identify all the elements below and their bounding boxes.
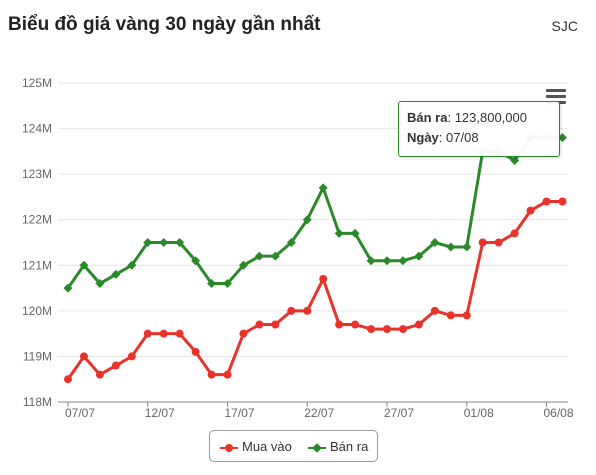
buy-data-point xyxy=(398,325,407,334)
sell-data-point xyxy=(79,260,89,270)
buy-data-point xyxy=(542,197,551,206)
sell-data-point xyxy=(430,238,440,247)
sell-data-point xyxy=(510,155,520,165)
x-tick-label: 17/07 xyxy=(224,406,254,420)
legend-item-buy[interactable]: Mua vào xyxy=(220,439,292,454)
tooltip-date-label: Ngày xyxy=(407,130,439,145)
y-tick-label: 119M xyxy=(23,349,52,363)
buy-data-point xyxy=(207,370,216,379)
buy-data-point xyxy=(462,311,471,320)
y-tick-label: 120M xyxy=(22,304,52,318)
buy-data-point xyxy=(446,311,455,320)
series-line-buy xyxy=(66,199,563,381)
sell-data-point xyxy=(175,238,185,247)
buy-data-point xyxy=(526,206,535,215)
sell-data-point xyxy=(238,260,248,270)
sell-data-point xyxy=(270,251,280,261)
buy-data-point xyxy=(175,329,184,338)
buy-data-point xyxy=(558,197,567,206)
buy-data-point xyxy=(271,320,280,329)
buy-data-point xyxy=(335,320,344,329)
x-tick-label: 06/08 xyxy=(543,406,573,420)
legend-item-sell[interactable]: Bán ra xyxy=(308,439,368,454)
y-tick-label: 121M xyxy=(22,258,52,272)
sell-data-point xyxy=(95,279,105,289)
buy-data-point xyxy=(414,320,423,329)
sell-data-point xyxy=(159,238,169,247)
buy-data-point xyxy=(79,352,88,361)
sell-data-point xyxy=(318,183,328,193)
sell-data-point xyxy=(350,228,360,238)
series-layer xyxy=(63,133,567,384)
sell-data-point xyxy=(302,215,312,225)
legend: Mua vào Bán ra xyxy=(209,430,378,462)
buy-data-point xyxy=(319,274,328,283)
buy-data-point xyxy=(64,375,72,384)
tooltip-sell-row: Bán ra: 123,800,000 xyxy=(407,110,527,125)
buy-data-point xyxy=(478,238,487,247)
buy-data-point xyxy=(351,320,360,329)
legend-buy-label: Mua vào xyxy=(242,439,292,454)
sell-data-point xyxy=(111,269,121,279)
sell-data-point xyxy=(191,256,201,266)
buy-data-point xyxy=(111,361,120,370)
sell-data-point xyxy=(557,133,567,143)
x-tick-label: 07/07 xyxy=(65,406,95,420)
y-axis: 118M 119M 120M 121M 122M 123M 124M 125M xyxy=(22,76,52,409)
sell-data-point xyxy=(223,279,232,289)
buy-data-point xyxy=(159,329,168,338)
buy-data-point xyxy=(303,306,312,315)
buy-data-point xyxy=(223,370,232,379)
buy-data-point xyxy=(494,238,503,247)
buy-data-point xyxy=(383,325,391,334)
buy-data-point xyxy=(510,229,519,238)
buy-data-point xyxy=(287,306,296,315)
tooltip-date-row: Ngày: 07/08 xyxy=(407,130,479,145)
sell-data-point xyxy=(366,256,376,266)
tooltip-date-value: 07/08 xyxy=(446,130,479,145)
y-tick-label: 123M xyxy=(22,167,52,181)
buy-data-point xyxy=(239,329,248,338)
y-tick-label: 118M xyxy=(23,395,52,409)
chart-title: Biểu đồ giá vàng 30 ngày gần nhất xyxy=(8,14,321,35)
y-tick-label: 124M xyxy=(22,122,52,136)
sell-data-point xyxy=(127,260,137,270)
sell-data-point xyxy=(462,242,472,252)
x-tick-label: 12/07 xyxy=(145,406,175,420)
buy-data-point xyxy=(430,306,439,315)
buy-data-point xyxy=(191,347,200,356)
sell-data-point xyxy=(286,238,296,247)
tooltip-sell-value: 123,800,000 xyxy=(454,110,527,125)
tooltip: Bán ra: 123,800,000 Ngày: 07/08 xyxy=(398,101,560,157)
y-tick-label: 122M xyxy=(22,213,52,227)
x-tick-label: 27/07 xyxy=(384,406,414,420)
legend-sell-marker xyxy=(308,442,326,454)
legend-buy-marker xyxy=(220,442,238,454)
sell-data-point xyxy=(414,251,424,261)
x-tick-label: 22/07 xyxy=(304,406,334,420)
sell-data-point xyxy=(63,283,73,293)
y-tick-label: 125M xyxy=(22,76,52,90)
buy-data-point xyxy=(143,329,152,338)
sell-data-point xyxy=(143,238,153,247)
sell-data-point xyxy=(207,279,217,289)
sell-data-point xyxy=(398,256,408,266)
buy-data-point xyxy=(255,320,264,329)
sell-data-point xyxy=(254,251,264,261)
tooltip-sell-label: Bán ra xyxy=(407,110,448,125)
x-axis: 07/07 12/07 17/07 22/07 27/07 01/08 06/08 xyxy=(65,402,574,420)
buy-data-point xyxy=(95,370,104,379)
sell-data-point xyxy=(446,242,456,252)
source-label: SJC xyxy=(551,18,578,34)
buy-data-point xyxy=(127,352,136,361)
legend-sell-label: Bán ra xyxy=(330,439,369,454)
sell-data-point xyxy=(382,256,392,266)
sell-data-point xyxy=(334,228,344,238)
buy-data-point xyxy=(367,325,376,334)
x-tick-label: 01/08 xyxy=(464,406,494,420)
